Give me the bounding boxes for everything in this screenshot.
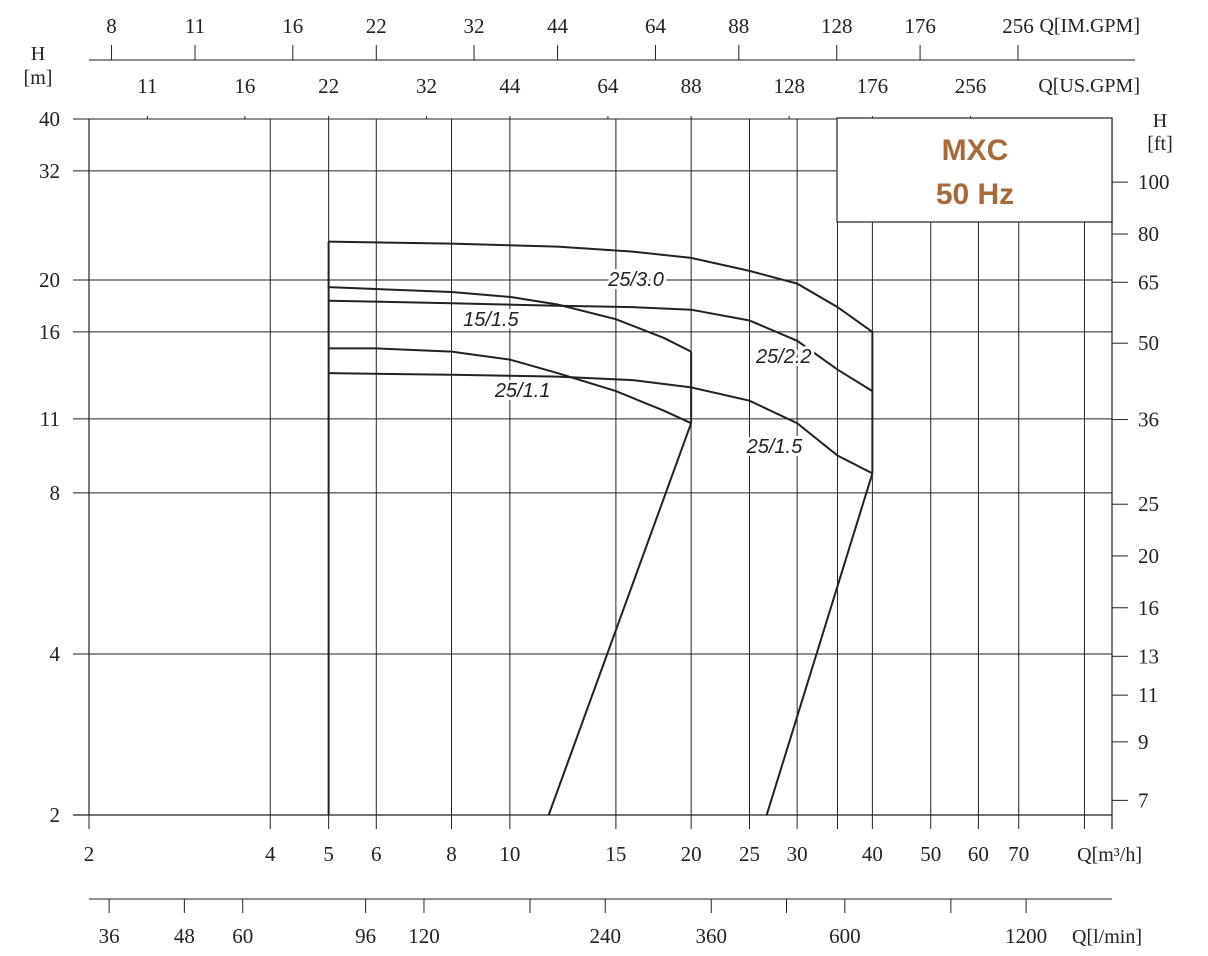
top-imp-tick-label: 88 [728, 14, 749, 38]
top-us-tick-label: 128 [773, 74, 805, 98]
top-us-tick-label: 22 [318, 74, 339, 98]
title-line1: MXC [942, 134, 1009, 167]
right-tick-label: 9 [1138, 730, 1149, 754]
x-tick-label: 30 [787, 842, 808, 866]
y-tick-label: 20 [39, 268, 60, 292]
title-layer: MXC 50 Hz [836, 117, 1113, 223]
top-us-tick-label: 44 [499, 74, 521, 98]
y-tick-label: 4 [50, 642, 61, 666]
top-us-tick-label: 256 [955, 74, 987, 98]
bottom-lmin-tick-label: 1200 [1005, 924, 1047, 948]
x-tick-label: 6 [371, 842, 382, 866]
top-imp-tick-label: 176 [904, 14, 936, 38]
x-tick-label: 5 [323, 842, 334, 866]
curve-label: 25/2.2 [755, 346, 812, 368]
x-tick-label: 25 [739, 842, 760, 866]
right-tick-label: 7 [1138, 788, 1149, 812]
x-tick-label: 70 [1008, 842, 1029, 866]
top-imp-tick-label: 64 [645, 14, 667, 38]
y-tick-label: 40 [39, 107, 60, 131]
bottom-lmin-tick-label: 120 [408, 924, 440, 948]
grid-layer [73, 118, 1113, 829]
y-axis-label-line2: [m] [24, 67, 53, 89]
pump-curve [328, 347, 692, 425]
bottom-lmin-tick-label: 60 [232, 924, 253, 948]
curve-label: 25/1.5 [746, 436, 803, 458]
top-us-tick-label: 32 [416, 74, 437, 98]
bottom-lmin-tick-label: 36 [99, 924, 120, 948]
top-imp-tick-label: 44 [547, 14, 569, 38]
right-tick-label: 16 [1138, 596, 1159, 620]
pump-curve [328, 240, 873, 333]
bottom-lmin-axis-label: Q[l/min] [1072, 926, 1142, 948]
bottom-lmin-tick-label: 600 [829, 924, 861, 948]
right-tick-label: 36 [1138, 408, 1159, 432]
title-box [836, 117, 1113, 223]
x-tick-label: 50 [920, 842, 941, 866]
x-tick-label: 8 [446, 842, 457, 866]
limit-line-15 [547, 422, 693, 816]
y-tick-label: 11 [40, 407, 60, 431]
top-us-tick-label: 88 [681, 74, 702, 98]
right-tick-label: 13 [1138, 644, 1159, 668]
top-us-tick-label: 176 [857, 74, 889, 98]
top-imp-tick-label: 16 [282, 14, 303, 38]
bottom-lmin-tick-label: 240 [589, 924, 621, 948]
pump-curve [328, 299, 873, 392]
right-tick-label: 11 [1138, 683, 1158, 707]
x-tick-label: 2 [84, 842, 95, 866]
right-tick-label: 65 [1138, 270, 1159, 294]
top-imp-tick-label: 32 [464, 14, 485, 38]
x-tick-label: 60 [968, 842, 989, 866]
x-tick-label: 15 [605, 842, 626, 866]
y-axis-label-line1: H [31, 43, 45, 65]
x-tick-label: 40 [862, 842, 883, 866]
top-imp-tick-label: 256 [1002, 14, 1034, 38]
right-axis-label-line2: [ft] [1147, 133, 1173, 155]
right-axis-label-line1: H [1153, 110, 1167, 132]
top-imp-tick-label: 11 [185, 14, 205, 38]
pump-curve [328, 286, 692, 353]
y-tick-label: 32 [39, 159, 60, 183]
right-tick-label: 50 [1138, 331, 1159, 355]
bottom-lmin-tick-label: 48 [174, 924, 195, 948]
x-tick-label: 4 [265, 842, 276, 866]
top-imp-tick-label: 22 [366, 14, 387, 38]
x-tick-label: 10 [499, 842, 520, 866]
top-us-tick-label: 11 [137, 74, 157, 98]
title-line2: 50 Hz [936, 178, 1014, 211]
top-us-tick-label: 16 [234, 74, 255, 98]
right-tick-label: 20 [1138, 544, 1159, 568]
top-imp-axis-label: Q[IM.GPM] [1039, 15, 1140, 37]
top-us-tick-label: 64 [597, 74, 619, 98]
right-tick-label: 25 [1138, 492, 1159, 516]
y-tick-label: 16 [39, 320, 60, 344]
bottom-lmin-tick-label: 96 [355, 924, 376, 948]
curve-layer: 25/3.0 25/2.2 25/1.5 15/1.5 25/1.1 [327, 240, 874, 816]
curve-label: 25/3.0 [607, 269, 664, 291]
curve-label: 15/1.5 [463, 309, 519, 331]
top-imp-tick-label: 128 [821, 14, 853, 38]
pump-curve [328, 372, 873, 475]
y-tick-label: 8 [50, 481, 61, 505]
right-tick-label: 80 [1138, 222, 1159, 246]
label-layer: H [m] H [ft] Q[IM.GPM] Q[US.GPM] Q[m³/h]… [24, 15, 1173, 948]
top-imp-tick-label: 8 [106, 14, 117, 38]
bottom-lmin-tick-label: 360 [696, 924, 728, 948]
x-axis-label: Q[m³/h] [1077, 844, 1142, 866]
top-us-axis-label: Q[US.GPM] [1038, 75, 1140, 97]
x-tick-label: 20 [681, 842, 702, 866]
right-tick-label: 100 [1138, 170, 1170, 194]
y-tick-label: 2 [50, 803, 61, 827]
curve-label: 25/1.1 [494, 380, 551, 402]
limit-line-25 [765, 473, 874, 816]
